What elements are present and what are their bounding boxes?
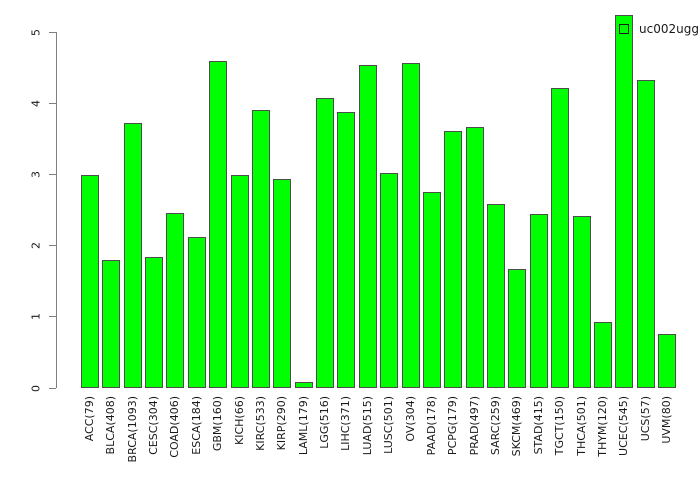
x-tick-label: PRAD(497) [468,396,481,456]
y-tick-label: 4 [29,99,43,107]
bar-esca184 [188,237,206,388]
x-tick-label: LAML(179) [297,396,310,456]
bar-thca501 [573,216,591,388]
x-tick-label: THYM(120) [596,396,609,457]
x-tick-label: STAD(415) [532,396,545,455]
x-tick-label: KIRP(290) [275,396,288,451]
x-tick-label: ACC(79) [83,396,96,442]
x-tick-label: OV(304) [404,396,417,442]
y-tick [49,102,56,104]
legend-key-swatch [619,24,629,34]
y-tick [49,316,56,318]
bar-tgct150 [551,88,569,388]
bar-ov304 [402,63,420,388]
bar-lihc371 [337,112,355,388]
y-tick [49,387,56,389]
y-tick-label: 3 [29,170,43,178]
bar-kirc533 [252,110,270,388]
y-tick-label: 0 [29,384,43,392]
x-tick-label: CESC(304) [147,396,160,455]
bar-ucec545 [615,15,633,388]
x-tick-label: THCA(501) [575,396,588,456]
bar-paad178 [423,192,441,388]
y-tick [49,31,56,33]
bar-cesc304 [145,257,163,388]
y-tick-label: 2 [29,242,43,250]
x-tick-label: LGG(516) [318,396,331,449]
x-tick-label: PCPG(179) [446,396,459,456]
bar-brca1093 [124,123,142,388]
bar-lusc501 [380,173,398,388]
x-tick-label: PAAD(178) [425,396,438,456]
bar-pcpg179 [444,131,462,388]
bar-kich66 [231,175,249,388]
bar-sarc259 [487,204,505,388]
y-tick-label: 5 [29,28,43,36]
bar-thym120 [594,322,612,388]
x-tick-label: KICH(66) [233,396,246,445]
x-tick-label: BLCA(408) [104,396,117,455]
x-tick-label: COAD(406) [168,396,181,458]
x-tick-label: GBM(160) [211,396,224,452]
bar-luad515 [359,65,377,388]
x-tick-label: LUAD(515) [361,396,374,456]
x-tick-label: SARC(259) [489,396,502,456]
x-tick-label: UVM(80) [660,396,673,444]
y-tick [49,245,56,247]
bar-blca408 [102,260,120,388]
x-tick-label: LIHC(371) [339,396,352,451]
x-tick-label: LUSC(501) [382,396,395,454]
x-tick-label: TGCT(150) [553,396,566,456]
bar-coad406 [166,213,184,388]
bar-gbm160 [209,61,227,388]
x-tick-label: SKCM(469) [510,396,523,457]
bar-kirp290 [273,179,291,388]
bar-ucs57 [637,80,655,388]
y-tick [49,173,56,175]
bar-lgg516 [316,98,334,388]
legend-label: uc002ugg [639,22,699,36]
x-tick-label: ESCA(184) [190,396,203,455]
x-tick-label: BRCA(1093) [126,396,139,463]
y-axis-line [56,32,57,388]
x-tick-label: UCS(57) [639,396,652,442]
x-tick-label: KIRC(533) [254,396,267,451]
y-tick-label: 1 [29,313,43,321]
bar-acc79 [81,175,99,388]
bar-skcm469 [508,269,526,388]
x-tick-label: UCEC(545) [617,396,630,456]
bar-stad415 [530,214,548,388]
bar-prad497 [466,127,484,388]
bar-laml179 [295,382,313,388]
bar-uvm80 [658,334,676,388]
